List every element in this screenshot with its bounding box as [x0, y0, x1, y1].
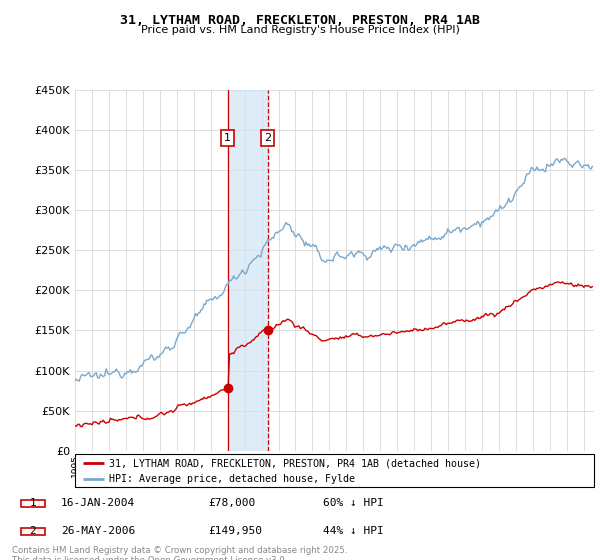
- Text: 2: 2: [29, 526, 36, 536]
- Text: 16-JAN-2004: 16-JAN-2004: [61, 498, 135, 508]
- Text: 1: 1: [224, 133, 231, 143]
- Bar: [229, 90, 268, 451]
- Text: HPI: Average price, detached house, Fylde: HPI: Average price, detached house, Fyld…: [109, 474, 355, 484]
- Text: Price paid vs. HM Land Registry's House Price Index (HPI): Price paid vs. HM Land Registry's House …: [140, 25, 460, 35]
- Text: 44% ↓ HPI: 44% ↓ HPI: [323, 526, 384, 536]
- Text: 60% ↓ HPI: 60% ↓ HPI: [323, 498, 384, 508]
- Text: 2: 2: [264, 133, 271, 143]
- Text: £78,000: £78,000: [208, 498, 255, 508]
- Text: 31, LYTHAM ROAD, FRECKLETON, PRESTON, PR4 1AB: 31, LYTHAM ROAD, FRECKLETON, PRESTON, PR…: [120, 14, 480, 27]
- Text: 1: 1: [29, 498, 36, 508]
- Text: Contains HM Land Registry data © Crown copyright and database right 2025.
This d: Contains HM Land Registry data © Crown c…: [12, 546, 347, 560]
- Text: £149,950: £149,950: [208, 526, 262, 536]
- Text: 26-MAY-2006: 26-MAY-2006: [61, 526, 135, 536]
- Text: 31, LYTHAM ROAD, FRECKLETON, PRESTON, PR4 1AB (detached house): 31, LYTHAM ROAD, FRECKLETON, PRESTON, PR…: [109, 458, 481, 468]
- Bar: [20, 500, 45, 507]
- Bar: [20, 528, 45, 535]
